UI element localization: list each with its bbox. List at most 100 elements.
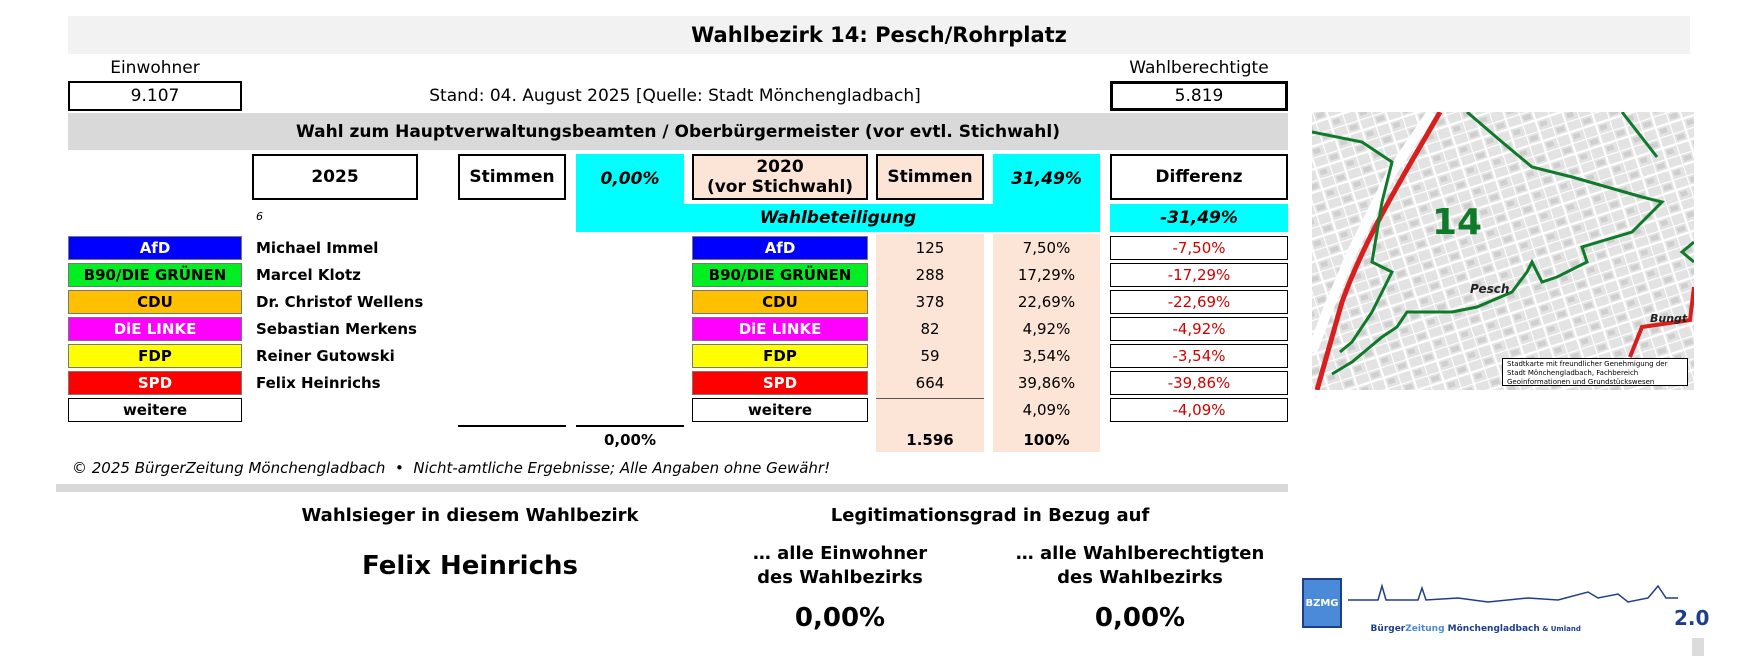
winner-heading: Wahlsieger in diesem Wahlbezirk xyxy=(301,504,639,526)
legit-einwohner-line1: … alle Einwohner xyxy=(752,543,928,564)
party-label-2020: FDP xyxy=(692,344,868,368)
logo-text-d: & Umland xyxy=(1539,625,1581,633)
stand-text: Stand: 04. August 2025 [Quelle: Stadt Mö… xyxy=(429,86,921,106)
party-label-2025: DiE LINKE xyxy=(68,317,242,341)
candidate-name: Felix Heinrichs xyxy=(256,374,381,392)
legit-einwohner-line2: des Wahlbezirks xyxy=(757,567,923,588)
district-map: 14 Pesch Bungt Stadtkarte mit freundlich… xyxy=(1312,112,1694,390)
party-label-2020: weitere xyxy=(692,398,868,422)
pct-2020-cell: 4,92% xyxy=(1022,320,1071,338)
map-svg xyxy=(1312,112,1694,390)
legit-wahlberechtigte-label: … alle Wahlberechtigten des Wahlbezirks xyxy=(1000,542,1280,590)
diff-cell: -3,54% xyxy=(1110,344,1288,368)
map-caption-line2: Stadt Mönchengladbach, Fachbereich xyxy=(1507,369,1639,377)
candidate-name xyxy=(256,398,476,422)
logo-badge: BZMG xyxy=(1302,578,1342,628)
total-pct-2020: 100% xyxy=(1023,430,1070,449)
diff-cell: -39,86% xyxy=(1110,371,1288,395)
stimmen-2020-cell: 288 xyxy=(915,266,945,284)
wahlbeteiligung-label: Wahlbeteiligung xyxy=(576,204,1100,232)
map-district-boundary-west xyxy=(1312,130,1395,354)
party-label-2020: DiE LINKE xyxy=(692,317,868,341)
copyright-note: © 2025 BürgerZeitung Mönchengladbach • N… xyxy=(72,459,831,477)
header-stimmen-2020: Stimmen xyxy=(876,154,984,200)
header-2020-note: (vor Stichwahl) xyxy=(706,177,854,197)
map-main-road xyxy=(1312,112,1437,354)
candidate-name: Reiner Gutowski xyxy=(256,347,395,365)
logo-text-a: Bürger xyxy=(1370,624,1406,634)
pct-2025-total-line xyxy=(576,425,684,427)
map-caption-line3: Geoinformationen und Grundstückswesen xyxy=(1507,378,1655,386)
map-caption: Stadtkarte mit freundlicher Genehmigung … xyxy=(1502,358,1688,386)
candidate-name: Marcel Klotz xyxy=(256,266,361,284)
stimmen-2025-total-line xyxy=(458,425,566,427)
winner-name: Felix Heinrichs xyxy=(362,551,578,581)
party-label-2025: CDU xyxy=(68,290,242,314)
header-2025: 2025 xyxy=(252,154,418,200)
stimmen-2020-cell: 82 xyxy=(920,320,940,338)
legit-einwohner-value: 0,00% xyxy=(794,603,886,633)
diff-cell: -4,92% xyxy=(1110,317,1288,341)
map-neighbour-boundary xyxy=(1628,286,1694,358)
footnote-marker: 6 xyxy=(256,210,263,223)
stimmen-2020-rule xyxy=(876,398,984,399)
map-corner-label: Bungt xyxy=(1650,312,1688,325)
legit-wahlberechtigte-value: 0,00% xyxy=(1094,603,1186,633)
pct-2020-cell: 4,09% xyxy=(1022,401,1071,419)
wahlbeteiligung-diff: -31,49% xyxy=(1110,204,1288,232)
map-district-boundary-east xyxy=(1331,112,1665,376)
page-title: Wahlbezirk 14: Pesch/Rohrplatz xyxy=(68,16,1690,54)
skyline-icon xyxy=(1348,583,1678,603)
candidate-name: Michael Immel xyxy=(256,239,379,257)
map-district-boundary-edge xyxy=(1679,240,1694,264)
logo-text-c: Mönchengladbach xyxy=(1444,624,1540,634)
stimmen-2020-cell: 664 xyxy=(915,374,945,392)
map-district-boundary-north xyxy=(1620,112,1659,158)
logo-text: BürgerZeitung Mönchengladbach & Umland xyxy=(1358,614,1581,644)
legit-einwohner-label: … alle Einwohner des Wahlbezirks xyxy=(700,542,980,590)
legit-wahlber-line1: … alle Wahlberechtigten xyxy=(1015,543,1265,564)
party-label-2025: AfD xyxy=(68,236,242,260)
legit-wahlber-line2: des Wahlbezirks xyxy=(1057,567,1223,588)
bzmg-logo: BZMG BürgerZeitung Mönchengladbach & Uml… xyxy=(1302,576,1722,634)
map-caption-line1: Stadtkarte mit freundlicher Genehmigung … xyxy=(1507,360,1668,368)
party-label-2020: CDU xyxy=(692,290,868,314)
party-label-2020: SPD xyxy=(692,371,868,395)
diff-cell: -7,50% xyxy=(1110,236,1288,260)
header-turnout-2020: 31,49% xyxy=(993,154,1100,204)
diff-cell: -17,29% xyxy=(1110,263,1288,287)
divider xyxy=(56,484,1288,492)
logo-version: 2.0 xyxy=(1674,606,1710,630)
stimmen-2020-cell: 59 xyxy=(920,347,940,365)
party-label-2025: FDP xyxy=(68,344,242,368)
pct-2020-cell: 22,69% xyxy=(1017,293,1076,311)
map-district-number: 14 xyxy=(1432,202,1483,243)
total-pct-2025: 0,00% xyxy=(603,430,657,449)
diff-cell: -22,69% xyxy=(1110,290,1288,314)
header-2020-year: 2020 xyxy=(756,157,804,177)
stimmen-2020-cell: 378 xyxy=(915,293,945,311)
header-2020: 2020 (vor Stichwahl) xyxy=(692,154,868,200)
einwohner-label: Einwohner xyxy=(110,58,200,78)
stimmen-2020-cell xyxy=(876,398,984,422)
pct-2020-cell: 3,54% xyxy=(1022,347,1071,365)
party-label-2025: SPD xyxy=(68,371,242,395)
stimmen-2020-column-bg xyxy=(876,234,984,452)
pct-2020-column-bg xyxy=(993,234,1100,452)
header-differenz: Differenz xyxy=(1110,154,1288,200)
wahlberechtigte-value: 5.819 xyxy=(1110,81,1288,111)
pct-2020-cell: 39,86% xyxy=(1017,374,1076,392)
map-rail-line xyxy=(1314,112,1443,390)
stimmen-2020-cell: 125 xyxy=(915,239,945,257)
party-label-2025: B90/DIE GRÜNEN xyxy=(68,263,242,287)
legitimation-heading: Legitimationsgrad in Bezug auf xyxy=(830,504,1150,526)
wahlberechtigte-label: Wahlberechtigte xyxy=(1129,58,1269,78)
header-turnout-2025: 0,00% xyxy=(576,154,684,204)
section-title: Wahl zum Hauptverwaltungsbeamten / Oberb… xyxy=(68,113,1288,150)
logo-text-b: Zeitung xyxy=(1405,624,1445,634)
candidate-name: Dr. Christof Wellens xyxy=(256,293,424,311)
header-stimmen-2025: Stimmen xyxy=(458,154,566,200)
scroll-marker xyxy=(1692,638,1704,656)
party-label-2020: B90/DIE GRÜNEN xyxy=(692,263,868,287)
party-label-2025: weitere xyxy=(68,398,242,422)
